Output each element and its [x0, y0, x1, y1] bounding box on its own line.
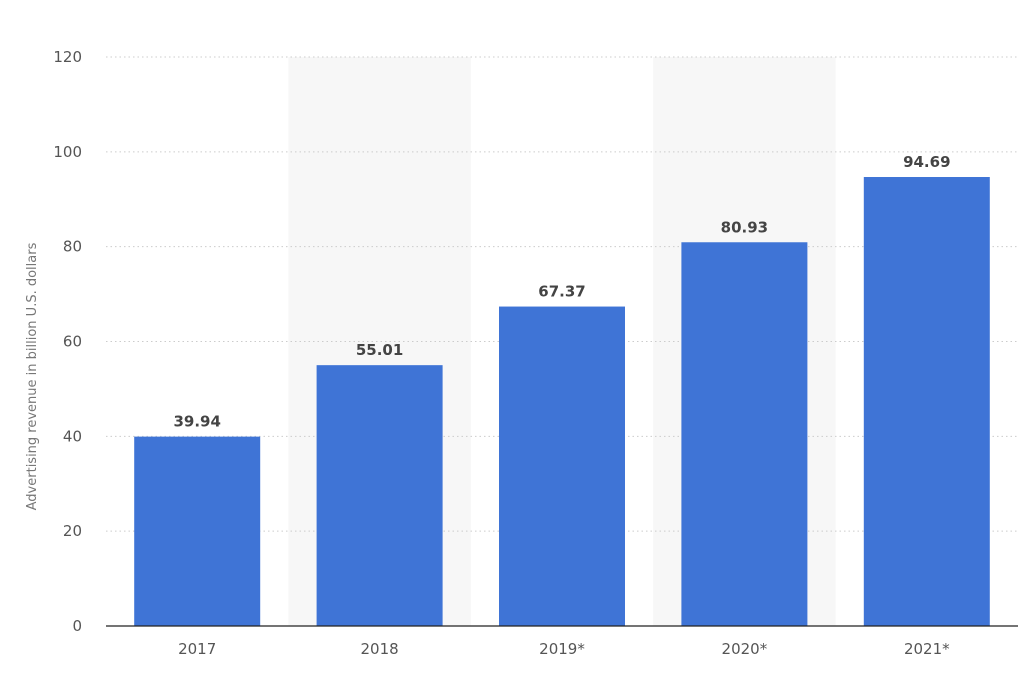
x-tick-label: 2020*	[722, 640, 768, 658]
y-tick-label: 60	[63, 333, 82, 351]
bar-value-label: 94.69	[903, 153, 950, 171]
bar-value-label: 80.93	[721, 218, 768, 236]
bar[interactable]	[499, 306, 625, 626]
y-axis-ticks: 0 20 40 60 80 100 120	[53, 48, 82, 635]
y-axis-title: Advertising revenue in billion U.S. doll…	[25, 242, 40, 510]
y-tick-label: 80	[63, 238, 82, 256]
data-labels: 39.94 55.01 67.37 80.93 94.69	[173, 153, 950, 431]
bar-value-label: 67.37	[538, 283, 585, 301]
x-axis-labels: 2017 2018 2019* 2020* 2021*	[178, 640, 950, 658]
bar[interactable]	[863, 177, 990, 626]
bar[interactable]	[681, 242, 808, 627]
x-tick-label: 2018	[361, 640, 399, 658]
y-tick-label: 120	[53, 48, 82, 66]
bars	[134, 177, 990, 627]
bar-value-label: 39.94	[173, 413, 220, 431]
y-tick-label: 100	[53, 143, 82, 161]
y-tick-label: 0	[72, 617, 82, 635]
x-tick-label: 2021*	[904, 640, 950, 658]
y-tick-label: 40	[63, 427, 82, 445]
x-tick-label: 2017	[178, 640, 216, 658]
y-tick-label: 20	[63, 522, 82, 540]
bar-value-label: 55.01	[356, 341, 403, 359]
x-tick-label: 2019*	[539, 640, 585, 658]
bar[interactable]	[316, 365, 443, 626]
bar[interactable]	[134, 436, 261, 626]
